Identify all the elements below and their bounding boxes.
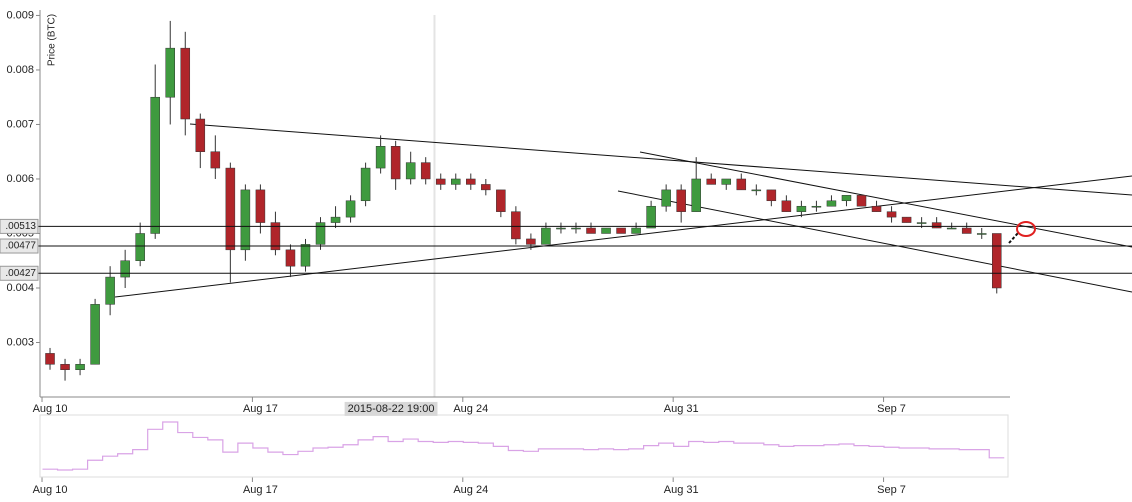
x-tick-label: Aug 31 [664, 403, 699, 415]
trend-line [617, 190, 1132, 293]
candle-body [270, 222, 281, 251]
x-tick-label: Aug 24 [453, 403, 488, 415]
level-label-box [0, 218, 39, 234]
candle-body [360, 167, 371, 202]
candle-body [796, 205, 807, 212]
candle-body [721, 178, 732, 185]
candle-body [90, 304, 100, 365]
candle-body [120, 260, 130, 278]
candle-body [195, 118, 206, 152]
candle-body [285, 249, 296, 267]
trend-line [639, 151, 1132, 248]
navigator-x-tick-label: Aug 10 [33, 484, 68, 496]
candle-body [240, 189, 251, 251]
candle-body [135, 233, 145, 261]
candle-body [405, 162, 416, 180]
navigator-x-tick-label: Sep 7 [877, 484, 906, 496]
candle-body [556, 227, 566, 230]
crosshair-label-box [344, 401, 438, 416]
navigator-x-tick-label: Aug 24 [453, 484, 488, 496]
y-tick-label: 0.006 [6, 173, 34, 185]
level-label: .00427 [5, 268, 36, 279]
candle-body [916, 222, 927, 224]
candle-body [601, 227, 611, 234]
candle-body [45, 353, 55, 365]
candle-body [631, 227, 641, 234]
candle-body [676, 189, 686, 212]
candle-body [255, 189, 266, 223]
candle-body [300, 244, 311, 267]
candle-body [330, 216, 341, 223]
trend-lines [114, 123, 1132, 298]
candle-body [841, 195, 852, 202]
candle-body [466, 178, 476, 185]
candle-body [75, 364, 85, 370]
level-label-box [0, 265, 39, 281]
candle-body [481, 184, 491, 191]
candle-body [706, 178, 716, 185]
candle-body [766, 189, 777, 202]
x-tick-label: Aug 10 [33, 403, 68, 415]
candle-body [420, 162, 431, 180]
crosshair-label: 2015-08-22 19:00 [348, 403, 435, 415]
candle-body [811, 205, 822, 208]
candle-body [901, 216, 912, 223]
candle-body [781, 200, 792, 212]
navigator-x-tick-label: Aug 31 [664, 484, 699, 496]
candle-body [180, 47, 191, 120]
navigator-x-tick-label: Aug 17 [243, 484, 278, 496]
candle-body [541, 227, 551, 245]
trend-line [114, 175, 1132, 298]
candle-body [150, 96, 160, 234]
candle-body [751, 189, 762, 192]
candle-body [961, 227, 972, 234]
candle-body [60, 364, 70, 370]
candle-body [616, 227, 626, 234]
candle-body [991, 233, 1002, 289]
candle-body [511, 211, 521, 240]
candle-body [571, 227, 581, 230]
candle-body [856, 195, 867, 207]
marker-circle [1016, 221, 1036, 237]
level-label: .00513 [5, 221, 36, 232]
candle-body [646, 205, 656, 229]
candle-body [946, 227, 957, 230]
x-tick-label: Aug 17 [243, 403, 278, 415]
trend-line [189, 123, 1132, 196]
x-tick-label: Sep 7 [877, 403, 906, 415]
candle-body [390, 146, 401, 180]
candle-body [871, 205, 882, 212]
candle-body [826, 200, 837, 207]
candle-body [886, 211, 897, 218]
y-tick-label: 0.008 [6, 64, 34, 76]
y-tick-label: 0.004 [6, 282, 34, 294]
y-tick-label: 0.007 [6, 118, 34, 130]
candle-body [165, 47, 175, 98]
candle-body [105, 276, 115, 305]
candle-body [210, 151, 221, 169]
y-axis-label: Price (BTC) [47, 14, 58, 66]
candle-body [375, 146, 386, 169]
candle-body [976, 233, 987, 235]
candle-body [225, 167, 236, 251]
candle-body [586, 227, 596, 234]
y-tick-label: 0.003 [6, 336, 34, 348]
navigator-line [42, 421, 1005, 471]
navigator-frame [39, 414, 1009, 478]
candle-body [691, 178, 701, 212]
candle-body [496, 189, 506, 212]
y-tick-label: 0.009 [6, 9, 34, 21]
candle-body [435, 178, 446, 185]
candle-body [661, 189, 671, 207]
candle-body [315, 222, 326, 245]
marker-link [1008, 232, 1019, 244]
candle-body [526, 238, 536, 245]
candle-body [931, 222, 942, 229]
level-label: .00477 [5, 241, 36, 252]
candle-body [451, 178, 461, 185]
candle-body [345, 200, 356, 218]
candle-body [736, 178, 747, 191]
level-label-box [0, 238, 39, 254]
